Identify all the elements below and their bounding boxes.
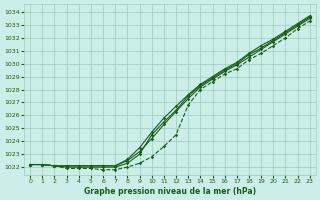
X-axis label: Graphe pression niveau de la mer (hPa): Graphe pression niveau de la mer (hPa) — [84, 187, 256, 196]
